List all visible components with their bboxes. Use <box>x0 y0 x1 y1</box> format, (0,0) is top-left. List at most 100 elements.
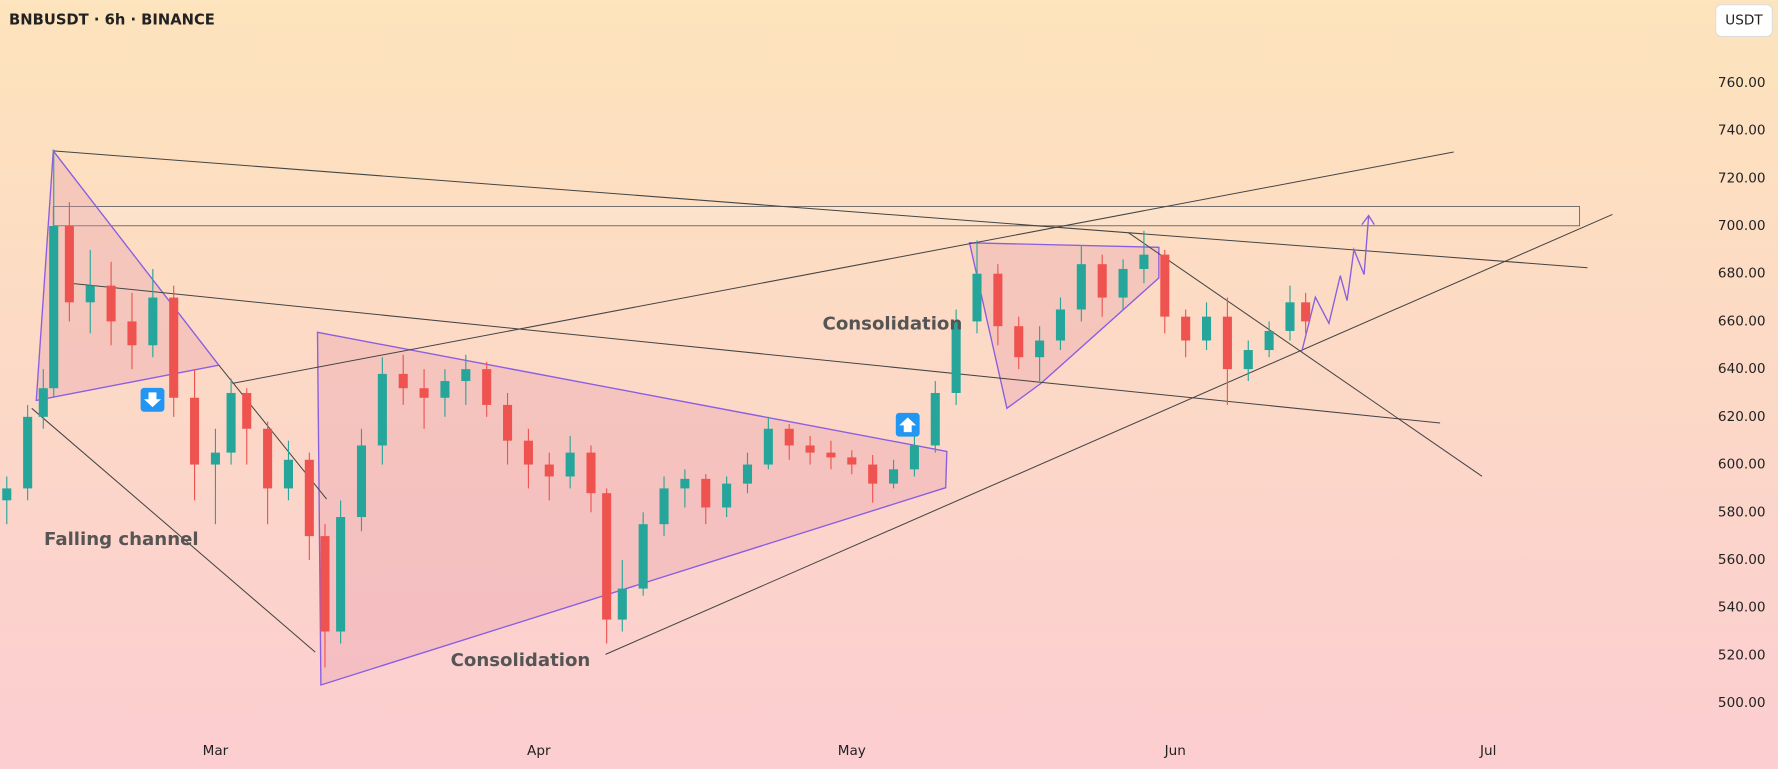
y-tick-label: 520.00 <box>1718 647 1766 663</box>
candle-body <box>503 404 513 441</box>
candle-body <box>972 273 982 322</box>
candle-body <box>659 488 669 525</box>
candle-body <box>38 388 48 417</box>
candle-body <box>930 392 940 446</box>
candle-body <box>701 478 711 508</box>
candle-body <box>1301 302 1311 322</box>
candle-body <box>1097 264 1107 298</box>
y-tick-label: 680.00 <box>1718 266 1766 282</box>
candle-body <box>1181 316 1191 341</box>
candle-body <box>523 440 533 465</box>
trendline <box>1127 232 1483 477</box>
y-tick-label: 600.00 <box>1718 457 1766 473</box>
candle-body <box>242 392 252 429</box>
candle-body <box>440 381 450 398</box>
annotation: Consolidation <box>823 313 963 334</box>
trendline <box>605 213 1613 655</box>
candle-body <box>169 297 179 398</box>
trendline <box>73 283 1441 424</box>
currency-button-bg[interactable] <box>1715 4 1773 37</box>
candle-body <box>1055 309 1066 341</box>
candle-body <box>23 416 33 489</box>
candle-body <box>2 488 12 501</box>
candle-body <box>1035 340 1045 358</box>
candle-body <box>1264 330 1274 351</box>
candle-body <box>826 452 836 458</box>
y-tick-label: 540.00 <box>1718 600 1766 616</box>
y-tick-label: 720.00 <box>1718 170 1766 186</box>
candle-body <box>356 445 367 518</box>
candle-body <box>419 388 429 398</box>
currency-button[interactable]: USDT <box>1715 4 1773 37</box>
y-tick-label: 580.00 <box>1718 504 1766 520</box>
candle-body <box>210 452 220 465</box>
candle-body <box>398 373 408 389</box>
candle-body <box>889 469 899 484</box>
candle-body <box>85 285 95 303</box>
y-tick-label: 620.00 <box>1718 409 1766 425</box>
candle-body <box>1160 254 1170 317</box>
candle-body <box>544 464 554 477</box>
candle-body <box>742 464 753 484</box>
buy-signal <box>895 412 920 437</box>
candle-body <box>784 428 794 446</box>
candle-body <box>226 392 236 453</box>
y-tick-label: 660.00 <box>1718 313 1766 329</box>
candles <box>2 149 1311 668</box>
sell-signal <box>140 387 165 412</box>
candle-body <box>482 369 492 405</box>
candle-body <box>993 273 1003 327</box>
candle-body <box>565 452 575 477</box>
y-tick-label: 500.00 <box>1718 695 1766 711</box>
y-tick-label: 560.00 <box>1718 552 1766 568</box>
candle-body <box>1285 302 1295 331</box>
candle-body <box>283 459 293 489</box>
y-tick-label: 700.00 <box>1718 218 1766 234</box>
candle-body <box>461 369 471 382</box>
currency-label[interactable]: USDT <box>1725 13 1763 29</box>
x-tick-label: May <box>838 743 866 759</box>
candle-body <box>64 226 74 303</box>
candle-body <box>1118 268 1128 298</box>
candle-body <box>909 445 919 470</box>
candle-body <box>320 536 330 632</box>
y-tick-label: 640.00 <box>1718 361 1766 377</box>
candle-body <box>602 493 612 620</box>
x-tick-label: Apr <box>527 743 551 759</box>
candle-body <box>763 428 773 465</box>
trendline <box>31 407 316 653</box>
candle-body <box>847 457 857 465</box>
x-tick-label: Mar <box>203 743 229 759</box>
candle-body <box>336 517 346 632</box>
y-tick-label: 740.00 <box>1718 123 1766 139</box>
candle-body <box>1076 264 1086 310</box>
candle-body <box>1139 254 1149 269</box>
symbol-title: BNBUSDT · 6h · BINANCE <box>9 12 215 29</box>
candle-body <box>148 297 158 346</box>
candle-body <box>1243 350 1253 370</box>
candle-body <box>617 588 627 620</box>
candle-body <box>190 397 200 465</box>
candle-body <box>586 452 596 494</box>
candle-body <box>1014 326 1024 358</box>
candle-body <box>805 445 815 453</box>
candle-body <box>638 524 648 589</box>
candle-body <box>127 321 137 346</box>
candle-body <box>1222 316 1232 370</box>
candle-body <box>377 373 387 446</box>
candle-body <box>680 478 690 489</box>
candle-body <box>1201 316 1212 341</box>
x-tick-label: Jul <box>1479 743 1496 759</box>
candle-body <box>722 483 732 508</box>
projection-arrowhead <box>1361 214 1375 226</box>
projection-path <box>1301 215 1370 352</box>
y-tick-label: 760.00 <box>1718 75 1766 91</box>
annotation: Falling channel <box>44 529 199 550</box>
trendline <box>232 151 1454 384</box>
candle-body <box>868 464 878 484</box>
trendline <box>53 150 1588 269</box>
candle-body <box>951 321 961 393</box>
